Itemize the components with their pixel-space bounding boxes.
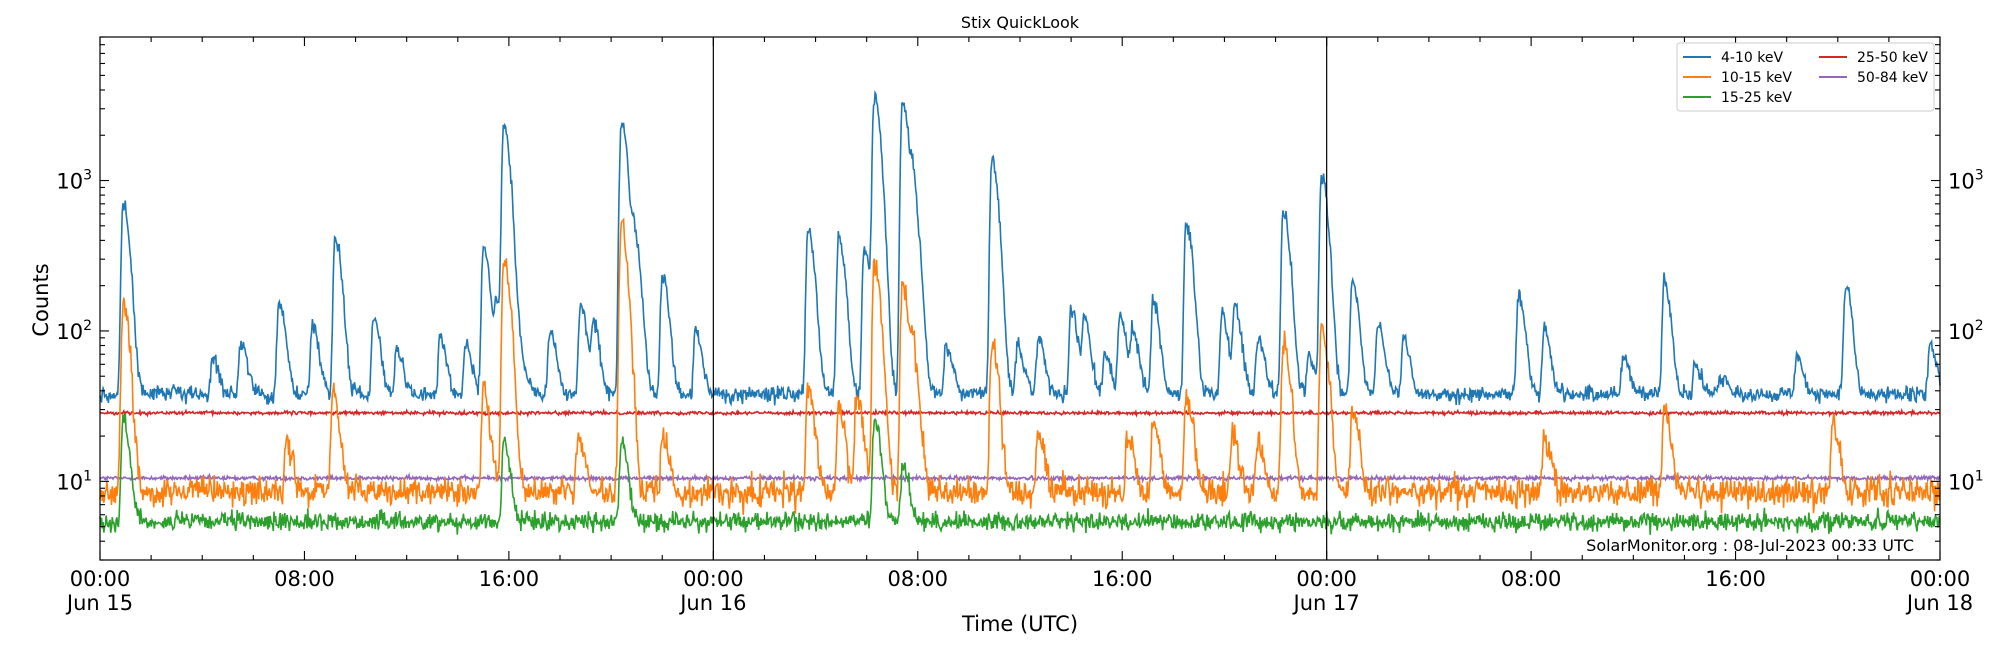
y-axis: 101 101 102 102 103 103 <box>56 36 1984 561</box>
chart-title: Stix QuickLook <box>961 13 1080 32</box>
x-tick-date-label: Jun 15 <box>65 591 133 615</box>
series-line-15-25-kev <box>99 413 1941 535</box>
legend-label: 50-84 keV <box>1857 70 1928 86</box>
y-tick-label: 103 <box>1948 168 1984 194</box>
x-tick-date-label: Jun 18 <box>1905 591 1973 615</box>
legend-label: 15-25 keV <box>1721 90 1792 106</box>
x-tick-label: 08:00 <box>888 567 949 591</box>
series-line-50-84-kev <box>99 471 1941 484</box>
y-tick-label: 102 <box>56 318 92 344</box>
x-tick-label: 00:00 <box>683 567 744 591</box>
series-layer <box>99 89 1941 535</box>
x-tick-label: 00:00 <box>70 567 131 591</box>
legend-box <box>1676 42 1935 112</box>
legend-label: 10-15 keV <box>1721 70 1792 86</box>
x-tick-label: 00:00 <box>1296 567 1357 591</box>
y-tick-label: 101 <box>1948 468 1984 494</box>
x-tick-label: 16:00 <box>479 567 540 591</box>
x-tick-label: 16:00 <box>1092 567 1153 591</box>
y-axis-label: Counts <box>29 263 53 336</box>
x-tick-label: 08:00 <box>1501 567 1562 591</box>
series-line-10-15-kev <box>99 217 1941 515</box>
y-tick-label: 102 <box>1948 318 1984 344</box>
x-axis-label: Time (UTC) <box>961 612 1078 636</box>
y-tick-label: 103 <box>56 168 92 194</box>
day-boundary-lines <box>712 37 1328 560</box>
legend-label: 25-50 keV <box>1857 50 1928 66</box>
x-tick-label: 00:00 <box>1910 567 1971 591</box>
x-tick-label: 16:00 <box>1705 567 1766 591</box>
series-line-4-10-kev <box>99 89 1941 407</box>
legend-label: 4-10 keV <box>1721 50 1783 66</box>
x-tick-date-label: Jun 17 <box>1292 591 1360 615</box>
y-tick-label: 101 <box>56 468 92 494</box>
x-tick-date-label: Jun 16 <box>678 591 746 615</box>
annotation-timestamp: SolarMonitor.org : 08-Jul-2023 00:33 UTC <box>1586 536 1914 555</box>
legend: 4-10 keV 10-15 keV 15-25 keV 25-50 keV 50-84… <box>1676 42 1935 112</box>
series-line-25-50-kev <box>99 407 1941 419</box>
x-tick-label: 08:00 <box>274 567 335 591</box>
